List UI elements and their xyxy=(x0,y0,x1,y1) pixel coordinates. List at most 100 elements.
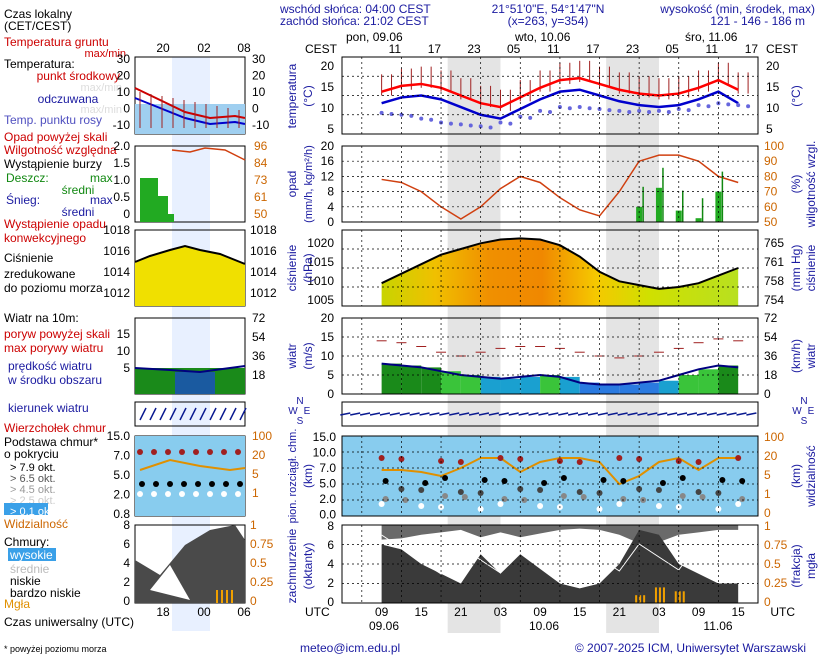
precip-tick-left: 16 xyxy=(321,154,335,168)
wind-arrow xyxy=(419,412,430,416)
cloud-base-dot xyxy=(735,501,742,507)
cloud-unit-label: (km) xyxy=(301,464,315,488)
cloud-base-dot xyxy=(398,456,405,462)
universal-time-label: Czas uniwersalny (UTC) xyxy=(4,615,134,629)
cloud-base-dot xyxy=(655,487,662,493)
vis-axis-label: widzialność xyxy=(804,445,818,507)
dew-point-dot xyxy=(538,108,543,113)
legend-cl-low: niskie xyxy=(10,574,41,588)
legend-wind-arrow xyxy=(219,407,227,421)
fog-tick-right: 0 xyxy=(764,595,771,609)
sunset-text: zachód słońca: 21:02 CEST xyxy=(280,14,429,28)
fog-tick-right: 0.25 xyxy=(764,576,788,590)
legend-local-hour: 02 xyxy=(197,41,211,55)
dir-letter-left: N xyxy=(296,396,303,407)
bottom-hour-1: 15 xyxy=(415,605,429,619)
legend-dew: Temp. punktu rosy xyxy=(4,113,102,127)
legend-wind-arrow xyxy=(149,407,157,421)
dew-point-dot xyxy=(607,108,612,113)
cover-unit-label: (oktanty) xyxy=(301,543,315,590)
fog-bar xyxy=(639,595,642,603)
wind-arrow xyxy=(736,412,747,416)
wind-speed-area xyxy=(599,384,620,394)
legend-cb-dot xyxy=(193,449,199,455)
wind-arrow xyxy=(567,412,579,416)
top-hour-1: 17 xyxy=(428,42,442,56)
fog-tick-right: 1 xyxy=(764,519,771,533)
felt-temp-line xyxy=(381,88,739,120)
bottom-hour-9: 15 xyxy=(732,605,746,619)
precip-tick-left: 0 xyxy=(327,215,334,229)
cloud-base-dot xyxy=(576,459,583,465)
cloudbase-tick-left: 7.0 xyxy=(319,461,336,475)
wind-unit-label: (m/s) xyxy=(301,342,315,369)
cloud-base-dot xyxy=(461,494,468,500)
wind-arrow xyxy=(548,412,559,416)
legend-wind10: Wiatr na 10m: xyxy=(4,311,79,325)
bottom-hour-7: 03 xyxy=(652,605,666,619)
legend-clouds: Chmury: xyxy=(4,535,49,549)
day-label-1: wto, 10.06 xyxy=(514,30,571,44)
wind-arrow xyxy=(587,412,599,416)
wind-tick-left: 10 xyxy=(321,349,335,363)
leg-prec-tick-left: 1.5 xyxy=(113,156,130,170)
cloud-base-dot xyxy=(457,459,464,465)
fog-bar xyxy=(662,587,665,603)
top-hour-8: 11 xyxy=(706,42,719,56)
dew-point-dot xyxy=(736,103,741,108)
wind-arrow xyxy=(369,412,381,416)
dir-letter-right: W xyxy=(792,406,802,417)
leg-temp-tick-right: 10 xyxy=(252,85,266,99)
fog-bar xyxy=(674,591,677,603)
bottom-date-2: 11.06 xyxy=(703,619,732,633)
dew-point-dot xyxy=(478,124,483,129)
precip-tick-left: 12 xyxy=(321,169,335,183)
dew-point-dot xyxy=(577,105,582,110)
wind-arrow xyxy=(409,412,420,416)
cloud-base-dot xyxy=(695,459,702,465)
cover-tick-left: 4 xyxy=(327,557,334,571)
fog-tick-right: 0.5 xyxy=(764,557,781,571)
leg-cb-tick-left: 5.0 xyxy=(113,468,130,482)
wind-axis-label-right: wiatr xyxy=(804,343,818,369)
wind-arrow xyxy=(716,412,727,416)
legend-snow-max: max xyxy=(90,193,113,207)
cloud-base-dot xyxy=(378,501,385,507)
leg-fog-tick-right: 0.75 xyxy=(250,537,274,551)
vis-tick-right: 1 xyxy=(764,487,771,501)
top-hour-2: 23 xyxy=(467,42,481,56)
dew-point-dot xyxy=(508,121,513,126)
cloud-base-dot xyxy=(576,489,583,495)
legend-wind-arrow xyxy=(189,407,197,421)
cloud-base-dot xyxy=(378,455,385,461)
legend-okt-0: > 7.9 okt. xyxy=(10,462,56,474)
temp-tick-left: 20 xyxy=(321,59,335,73)
wind-arrow xyxy=(399,412,410,416)
legend-wind-arrow xyxy=(139,407,147,421)
legend-wind-arrow xyxy=(209,407,217,421)
hum-tick-right: 80 xyxy=(764,169,778,183)
wind-arrow xyxy=(488,412,500,416)
legend-base-dot xyxy=(237,481,243,487)
legend-wind-arrow xyxy=(239,407,247,421)
legend-fog-bar xyxy=(216,590,218,603)
legend-okt-highlight xyxy=(4,503,48,515)
wind-tick-right: 18 xyxy=(764,368,778,382)
legend-cb-dot xyxy=(235,449,241,455)
wind-arrow xyxy=(647,412,658,416)
cover-tick-left: 0 xyxy=(327,595,334,609)
wind-speed-area xyxy=(401,365,422,394)
press-tick-right: 758 xyxy=(764,274,784,288)
leg-prec-tick-left: 0.5 xyxy=(113,190,130,204)
wind-tick-left: 5 xyxy=(327,368,334,382)
legend-okt-4: > 0.1 okt. xyxy=(10,506,56,518)
wind-arrow xyxy=(538,412,549,416)
fog-bar xyxy=(635,595,638,603)
fog-bar xyxy=(678,591,681,603)
press-tick-left: 1005 xyxy=(307,293,334,307)
dew-point-dot xyxy=(696,103,701,108)
cloud-base-dot xyxy=(402,497,409,503)
legend-fog-bar xyxy=(226,590,228,603)
wind-arrow xyxy=(657,412,668,416)
dew-point-dot xyxy=(627,110,632,115)
